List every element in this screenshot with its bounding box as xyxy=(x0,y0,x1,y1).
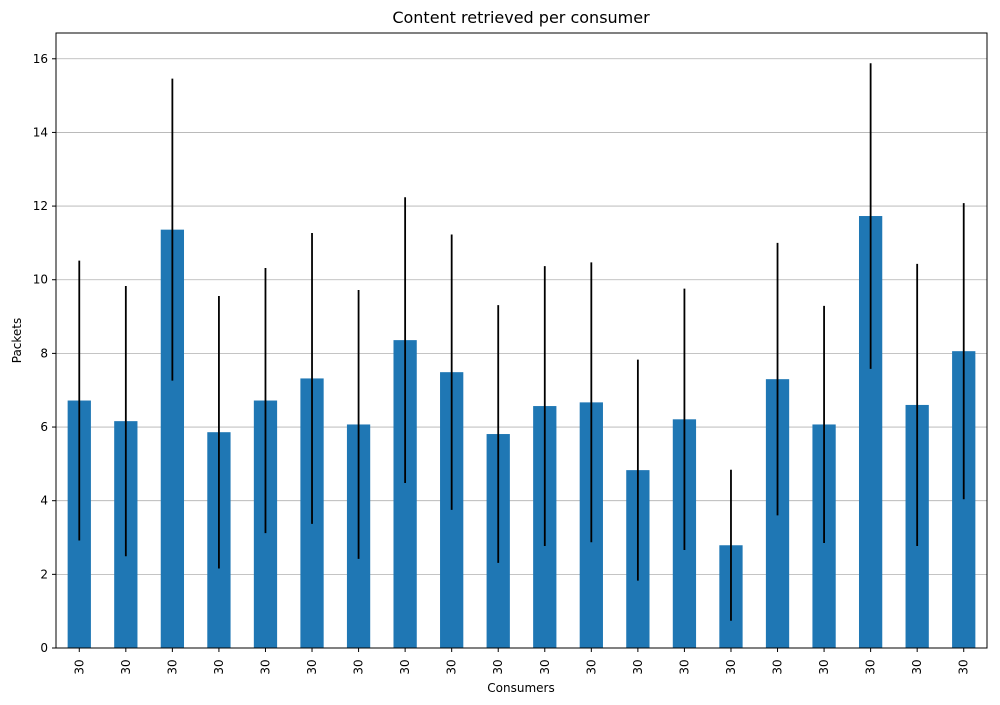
x-tick-label-19: 30 xyxy=(957,659,971,674)
x-tick-label-16: 30 xyxy=(817,659,831,674)
y-tick-label-1: 2 xyxy=(40,567,48,581)
x-tick-label-2: 30 xyxy=(165,659,179,674)
x-tick-label-14: 30 xyxy=(724,659,738,674)
x-tick-label-3: 30 xyxy=(212,659,226,674)
bars xyxy=(67,216,976,648)
x-tick-label-10: 30 xyxy=(538,659,552,674)
x-tick-label-11: 30 xyxy=(584,659,598,674)
x-tick-label-1: 30 xyxy=(119,659,133,674)
bar-19 xyxy=(952,351,976,648)
x-axis-label: Consumers xyxy=(487,681,554,695)
y-tick-label-7: 14 xyxy=(33,125,48,139)
gridlines xyxy=(56,58,987,575)
x-tick-label-5: 30 xyxy=(305,659,319,674)
y-tick-label-5: 10 xyxy=(33,273,48,287)
bar-7 xyxy=(393,340,417,648)
x-axis: 30 30 30 30 30 30 30 30 30 30 30 30 30 30 30 30 30 30 30 30 xyxy=(72,648,971,675)
bar-2 xyxy=(160,229,185,648)
y-axis: 0 2 4 6 8 10 12 14 16 xyxy=(33,52,56,655)
chart-title: Content retrieved per consumer xyxy=(392,8,650,27)
x-tick-label-12: 30 xyxy=(631,659,645,674)
x-tick-label-6: 30 xyxy=(352,659,366,674)
error-bars xyxy=(78,63,965,621)
y-tick-label-6: 12 xyxy=(33,199,48,213)
y-tick-label-4: 8 xyxy=(40,346,48,360)
x-tick-label-17: 30 xyxy=(864,659,878,674)
x-tick-label-4: 30 xyxy=(258,659,272,674)
x-tick-label-13: 30 xyxy=(677,659,691,674)
x-tick-label-8: 30 xyxy=(445,659,459,674)
bar-8 xyxy=(440,372,464,648)
bar-17 xyxy=(858,216,883,648)
y-tick-label-0: 0 xyxy=(40,641,48,655)
x-tick-label-18: 30 xyxy=(910,659,924,674)
y-tick-label-2: 4 xyxy=(40,494,48,508)
y-axis-label: Packets xyxy=(10,318,24,364)
y-tick-label-3: 6 xyxy=(40,420,48,434)
x-tick-label-9: 30 xyxy=(491,659,505,674)
y-tick-label-8: 16 xyxy=(33,52,48,66)
x-tick-label-0: 30 xyxy=(72,659,86,674)
x-tick-label-7: 30 xyxy=(398,659,412,674)
plot-frame xyxy=(55,32,988,649)
x-tick-label-15: 30 xyxy=(771,659,785,674)
